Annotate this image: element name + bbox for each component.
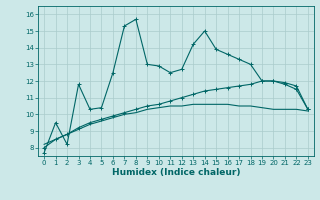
X-axis label: Humidex (Indice chaleur): Humidex (Indice chaleur) — [112, 168, 240, 177]
